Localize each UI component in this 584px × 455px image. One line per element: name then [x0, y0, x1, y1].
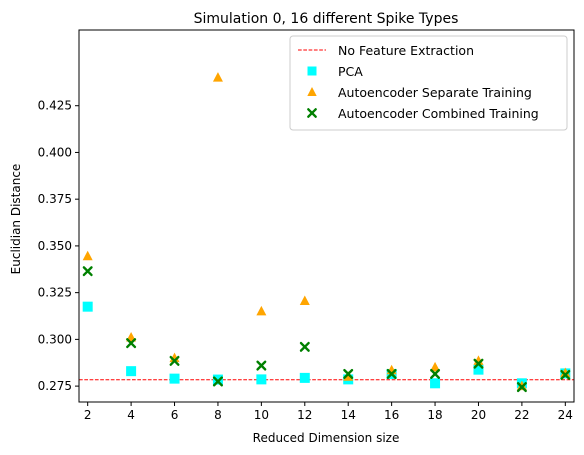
x-tick-label: 18: [427, 408, 442, 422]
point-pca-10: [256, 374, 267, 385]
y-tick-label: 0.400: [38, 145, 72, 159]
point-autoencoder-combined-training-6: [169, 355, 180, 366]
y-tick-label: 0.275: [38, 379, 72, 393]
y-axis-label: Euclidian Distance: [9, 164, 23, 275]
point-autoencoder-separate-training-12: [299, 295, 310, 306]
y-tick-label: 0.375: [38, 192, 72, 206]
legend-label-combined: Autoencoder Combined Training: [338, 106, 539, 121]
chart-title: Simulation 0, 16 different Spike Types: [194, 11, 459, 27]
axes: 2 4 6 8 10 12 14 16 18 20 22 240.2750.3000.3250.350…: [38, 99, 573, 422]
x-axis-label: Reduced Dimension size: [253, 431, 400, 445]
x-tick-label: 6: [171, 408, 179, 422]
point-autoencoder-separate-training-14: [343, 371, 354, 381]
point-autoencoder-separate-training-10: [256, 305, 267, 316]
point-autoencoder-combined-training-8: [212, 376, 223, 387]
x-tick-label: 8: [214, 408, 222, 422]
legend-box: [289, 35, 568, 131]
point-autoencoder-combined-training-24: [560, 369, 571, 380]
x-tick-label: 12: [297, 408, 312, 422]
point-autoencoder-combined-training-20: [473, 358, 484, 369]
y-tick-label: 0.325: [38, 286, 72, 300]
y-tick-label: 0.425: [38, 99, 72, 113]
point-pca-20: [473, 364, 484, 375]
legend: No Feature Extraction PCA Autoencoder Se…: [289, 35, 568, 131]
point-autoencoder-combined-training-18: [430, 368, 441, 379]
legend-pca-swatch: [307, 66, 317, 76]
point-autoencoder-separate-training-2: [82, 250, 93, 261]
data-marks: [82, 72, 571, 393]
point-autoencoder-separate-training-24: [560, 367, 571, 378]
point-autoencoder-combined-training-22: [516, 382, 527, 393]
point-autoencoder-combined-training-2: [82, 266, 93, 277]
point-pca-2: [82, 301, 93, 312]
x-tick-label: 24: [558, 408, 573, 422]
point-pca-6: [169, 373, 180, 384]
legend-separate-swatch: [307, 87, 317, 96]
point-pca-12: [299, 372, 310, 383]
point-autoencoder-combined-training-14: [343, 368, 354, 379]
x-tick-label: 14: [341, 408, 356, 422]
point-pca-8: [212, 374, 223, 385]
legend-label-separate: Autoencoder Separate Training: [338, 85, 532, 100]
point-pca-4: [126, 366, 137, 377]
legend-label-pca: PCA: [338, 64, 363, 79]
x-tick-label: 10: [254, 408, 269, 422]
point-autoencoder-combined-training-10: [256, 360, 267, 371]
plot-frame: [78, 29, 575, 403]
point-autoencoder-separate-training-18: [430, 361, 441, 372]
legend-label-baseline: No Feature Extraction: [338, 43, 474, 58]
point-pca-18: [430, 378, 441, 389]
y-tick-label: 0.350: [38, 239, 72, 253]
point-autoencoder-combined-training-4: [126, 338, 137, 349]
x-tick-label: 16: [384, 408, 399, 422]
x-tick-label: 22: [514, 408, 529, 422]
x-tick-label: 2: [84, 408, 92, 422]
y-tick-label: 0.300: [38, 332, 72, 346]
point-autoencoder-combined-training-16: [386, 368, 397, 379]
point-autoencoder-separate-training-8: [212, 72, 223, 82]
legend-combined-swatch: [307, 108, 317, 118]
point-autoencoder-combined-training-12: [299, 341, 310, 352]
x-tick-label: 20: [471, 408, 486, 422]
x-tick-label: 4: [127, 408, 135, 422]
